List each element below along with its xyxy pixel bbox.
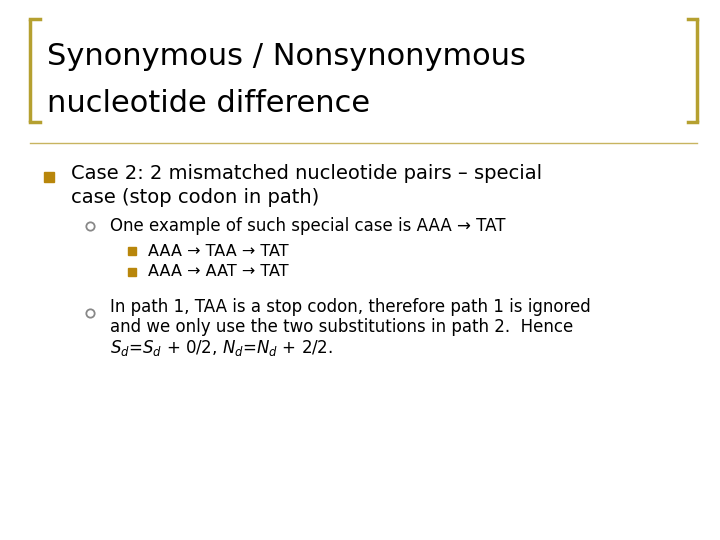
Text: $S_d$=$S_d$ + 0/2, $N_d$=$N_d$ + 2/2.: $S_d$=$S_d$ + 0/2, $N_d$=$N_d$ + 2/2. <box>110 338 333 358</box>
Text: Case 2: 2 mismatched nucleotide pairs – special: Case 2: 2 mismatched nucleotide pairs – … <box>71 164 541 184</box>
Text: AAA → AAT → TAT: AAA → AAT → TAT <box>148 264 288 279</box>
Text: In path 1, TAA is a stop codon, therefore path 1 is ignored: In path 1, TAA is a stop codon, therefor… <box>110 298 591 316</box>
Text: and we only use the two substitutions in path 2.  Hence: and we only use the two substitutions in… <box>110 318 573 336</box>
Text: nucleotide difference: nucleotide difference <box>47 89 370 118</box>
Text: case (stop codon in path): case (stop codon in path) <box>71 188 319 207</box>
Text: Synonymous / Nonsynonymous: Synonymous / Nonsynonymous <box>47 42 526 71</box>
Text: AAA → TAA → TAT: AAA → TAA → TAT <box>148 244 288 259</box>
Text: One example of such special case is AAA → TAT: One example of such special case is AAA … <box>110 217 505 235</box>
